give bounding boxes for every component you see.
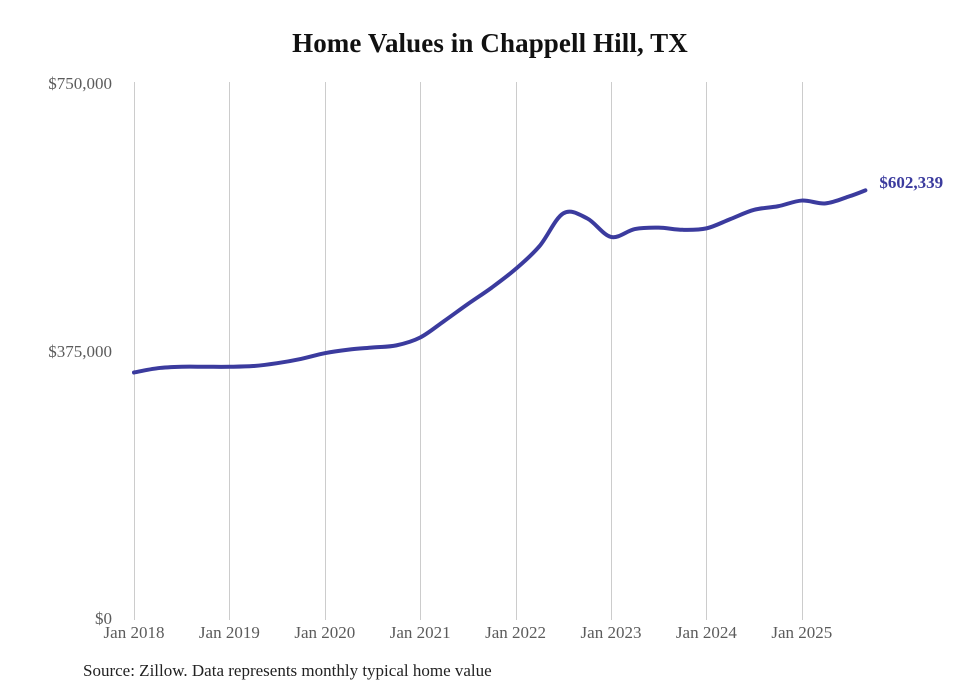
x-axis-tick-label: Jan 2022 xyxy=(485,623,547,642)
x-axis-tick-label: Jan 2019 xyxy=(198,623,260,642)
gridlines-group xyxy=(134,82,803,620)
y-axis-tick-label: $750,000 xyxy=(48,74,112,93)
source-note: Source: Zillow. Data represents monthly … xyxy=(83,661,492,680)
series-group xyxy=(132,188,868,375)
y-axis-tick-label: $375,000 xyxy=(48,341,112,361)
x-axis-tick-label: Jan 2018 xyxy=(103,623,165,642)
page-title: Home Values in Chappell Hill, TX xyxy=(292,28,688,58)
x-axis-tick-label: Jan 2025 xyxy=(771,623,833,642)
series-line xyxy=(132,188,868,375)
x-axis-tick-label: Jan 2021 xyxy=(389,623,451,642)
x-axis-tick-label: Jan 2023 xyxy=(580,623,642,642)
x-axis-tick-label: Jan 2024 xyxy=(675,623,737,642)
y-axis-tick-label: $0 xyxy=(95,609,112,628)
end-value-annotation: $602,339 xyxy=(879,173,944,193)
x-axis-tick-label: Jan 2020 xyxy=(294,623,356,642)
